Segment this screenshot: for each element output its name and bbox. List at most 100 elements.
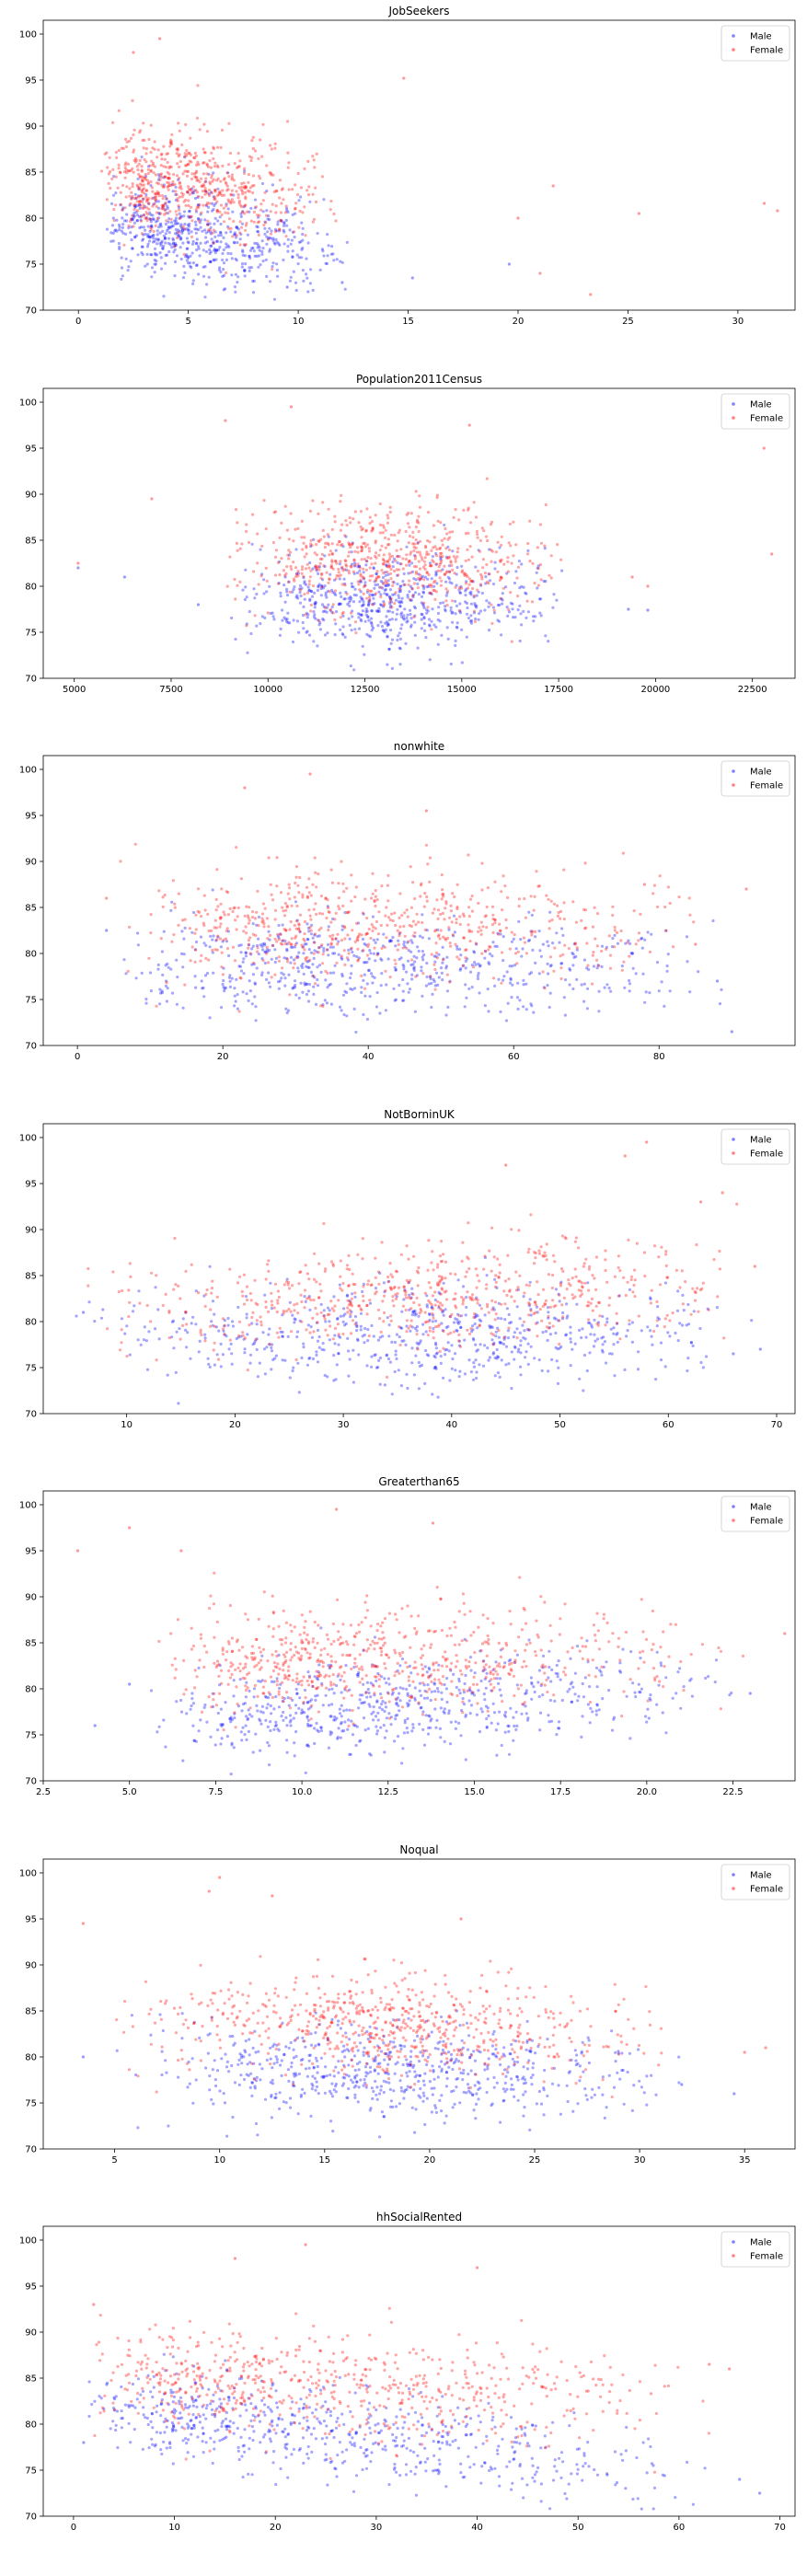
point-male: [365, 1364, 368, 1367]
point-female: [225, 181, 227, 184]
chart-title: NotBorninUK: [384, 1108, 455, 1121]
point-female: [233, 179, 236, 181]
point-female: [149, 931, 152, 934]
point-male: [222, 979, 225, 982]
point-male: [285, 948, 288, 951]
point-male: [716, 1306, 719, 1309]
point-female: [195, 179, 198, 182]
point-female: [508, 541, 511, 544]
point-male: [158, 1002, 161, 1005]
point-male: [349, 976, 352, 979]
point-male: [432, 1326, 434, 1329]
point-female: [329, 200, 332, 202]
point-male: [301, 991, 304, 994]
point-female: [441, 873, 444, 876]
point-female: [151, 146, 154, 149]
point-female: [288, 188, 291, 191]
point-male: [260, 974, 263, 976]
point-female: [215, 179, 218, 181]
point-male: [534, 935, 536, 938]
point-female: [448, 555, 451, 558]
point-male: [305, 272, 307, 275]
point-male: [433, 961, 436, 964]
point-female: [643, 1251, 646, 1253]
point-female: [190, 959, 192, 962]
point-male: [299, 195, 302, 198]
point-female: [527, 1328, 530, 1331]
point-male: [375, 1287, 377, 1289]
point-male: [362, 644, 364, 647]
point-male: [241, 262, 244, 265]
point-female: [199, 960, 202, 963]
point-female: [147, 168, 150, 171]
point-male: [678, 1322, 681, 1324]
point-female: [360, 510, 363, 513]
point-female: [264, 907, 267, 910]
point-male: [450, 606, 453, 608]
point-male: [401, 580, 404, 583]
point-female: [575, 1236, 578, 1239]
point-male: [676, 1309, 679, 1311]
point-female: [436, 956, 439, 959]
point-female: [390, 533, 393, 536]
point-male: [520, 1339, 523, 1342]
point-male: [395, 618, 398, 620]
point-male: [472, 1338, 475, 1341]
point-female: [186, 175, 189, 178]
point-male: [413, 1373, 416, 1376]
point-male: [354, 1031, 357, 1034]
point-male: [312, 1357, 315, 1359]
point-female: [176, 162, 179, 165]
point-male: [571, 988, 574, 990]
point-female: [269, 934, 271, 937]
point-female: [179, 1297, 181, 1300]
point-female: [206, 1288, 209, 1290]
point-female: [474, 619, 477, 622]
point-male: [444, 1013, 447, 1016]
point-female: [491, 914, 494, 917]
point-male: [220, 1365, 223, 1368]
point-female: [160, 176, 163, 179]
point-male: [220, 1342, 223, 1345]
point-male: [248, 270, 251, 272]
point-male: [374, 976, 376, 979]
point-male: [304, 597, 306, 600]
point-female: [592, 954, 594, 957]
point-male: [363, 995, 366, 998]
point-female: [284, 572, 287, 574]
point-female: [432, 546, 434, 549]
point-female: [243, 1273, 246, 1276]
point-female: [385, 578, 387, 581]
point-female: [278, 938, 281, 941]
point-female: [394, 959, 397, 962]
point-female: [369, 589, 372, 592]
point-male: [259, 622, 261, 625]
point-female: [486, 906, 489, 908]
axes-frame: [43, 20, 795, 310]
point-female: [260, 544, 263, 547]
point-female: [120, 203, 122, 206]
point-male: [442, 1376, 444, 1379]
point-female: [179, 196, 181, 199]
point-female: [400, 562, 403, 565]
point-female: [416, 518, 419, 521]
point-female: [562, 869, 565, 872]
point-female: [294, 183, 296, 186]
point-male: [399, 637, 402, 640]
point-female: [384, 1288, 386, 1291]
point-male: [593, 1333, 595, 1335]
point-male: [477, 977, 479, 980]
point-female: [177, 200, 179, 202]
point-female: [459, 1345, 462, 1347]
point-female: [369, 579, 372, 582]
point-female: [315, 885, 317, 888]
point-female: [513, 933, 516, 936]
point-male: [376, 624, 379, 627]
point-female: [111, 121, 114, 124]
point-male: [542, 943, 545, 946]
point-female: [285, 204, 288, 207]
point-male: [398, 1335, 401, 1338]
point-male: [272, 618, 275, 620]
point-male: [372, 916, 375, 918]
